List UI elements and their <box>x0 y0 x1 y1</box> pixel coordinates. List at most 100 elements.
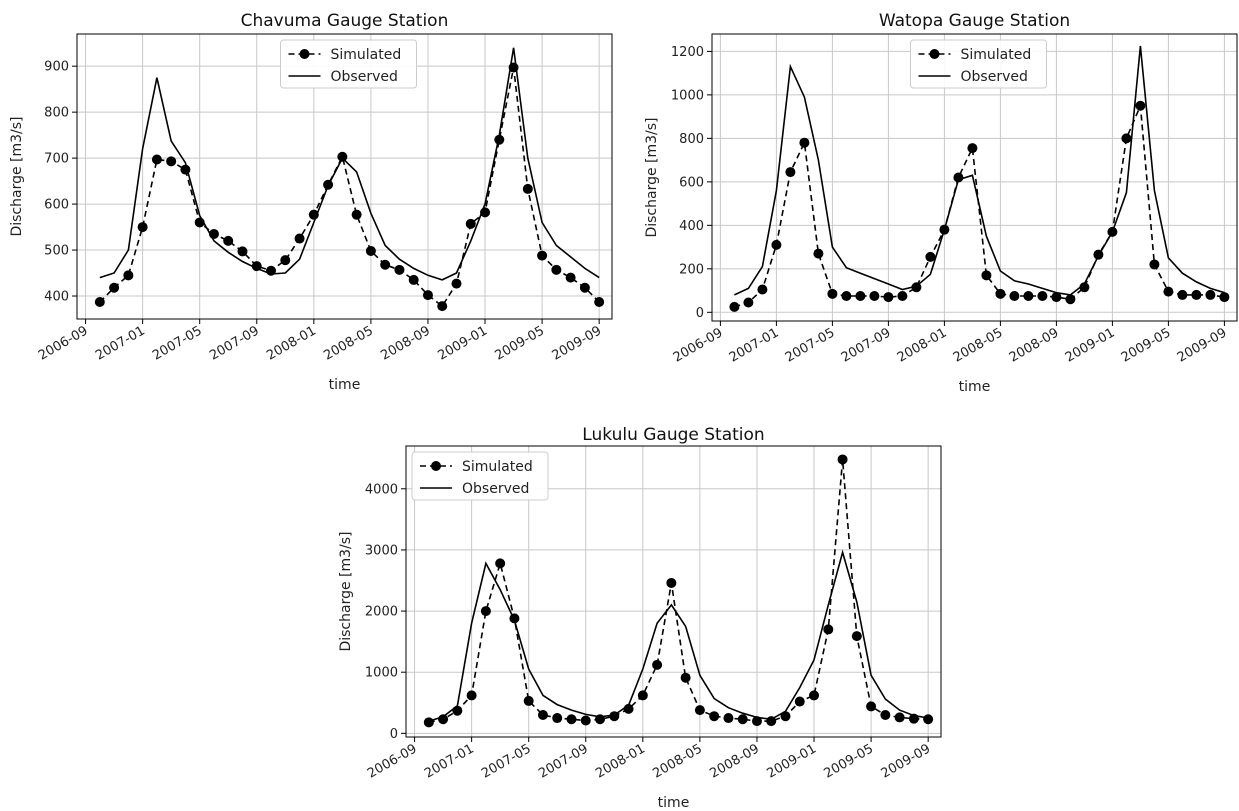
data-point-simulated <box>1065 294 1076 305</box>
data-point-simulated <box>743 297 754 308</box>
x-tick-label: 2006-09 <box>671 325 726 365</box>
data-point-simulated <box>771 239 782 250</box>
data-point-simulated <box>1079 282 1090 293</box>
legend: Simulated Observed <box>411 451 549 501</box>
data-point-simulated <box>953 172 964 183</box>
x-tick-label: 2006-09 <box>36 323 91 363</box>
data-point-simulated <box>883 292 894 303</box>
y-tick-label: 600 <box>44 198 69 213</box>
y-tick-label: 900 <box>44 60 69 75</box>
x-tick-label: 2009-09 <box>550 323 605 363</box>
plot-frame <box>76 33 613 320</box>
x-tick-label: 2007-05 <box>150 323 205 363</box>
data-point-simulated <box>780 711 791 722</box>
series-line-simulated <box>428 459 929 724</box>
data-point-simulated <box>757 284 768 295</box>
data-point-simulated <box>751 716 762 727</box>
data-point-simulated <box>523 695 534 706</box>
data-point-simulated <box>785 167 796 178</box>
x-tick-label: 2007-01 <box>727 325 782 365</box>
plot-frame <box>711 33 1238 322</box>
data-point-simulated <box>967 143 978 154</box>
x-tick-label: 2008-09 <box>707 741 762 781</box>
series-line-observed <box>734 45 1225 296</box>
x-tick-label: 2009-01 <box>435 323 490 363</box>
data-point-simulated <box>1205 289 1216 300</box>
y-tick-label: 600 <box>679 175 704 190</box>
chart-title: Lukulu Gauge Station <box>582 425 764 445</box>
data-point-simulated <box>809 690 820 701</box>
chart-panel-3: 2006-09 2007-01 2007-05 2007-09 2008-01 2008-… <box>338 425 942 811</box>
x-tick-label: 2007-09 <box>207 323 262 363</box>
legend-marker <box>431 461 441 471</box>
data-point-simulated <box>680 672 691 683</box>
y-tick-label: 500 <box>44 244 69 259</box>
data-point-simulated <box>423 717 434 728</box>
data-point-simulated <box>566 714 577 725</box>
data-point-simulated <box>709 711 720 722</box>
y-tick-label: 200 <box>679 262 704 277</box>
data-point-simulated <box>137 222 148 233</box>
x-tick-label: 2007-09 <box>839 325 894 365</box>
y-tick-label: 0 <box>390 727 398 742</box>
data-point-simulated <box>1163 286 1174 297</box>
y-tick-label: 800 <box>44 106 69 121</box>
data-point-simulated <box>1191 289 1202 300</box>
y-tick-label: 2000 <box>365 605 398 620</box>
data-point-simulated <box>813 248 824 259</box>
data-point-simulated <box>594 296 605 307</box>
x-tick-label: 2008-05 <box>321 323 376 363</box>
data-point-simulated <box>452 705 463 716</box>
legend-label: Simulated <box>462 459 533 475</box>
data-point-simulated <box>897 290 908 301</box>
data-point-simulated <box>1177 289 1188 300</box>
y-tick-label: 4000 <box>365 482 398 497</box>
x-tick-label: 2009-05 <box>493 323 548 363</box>
series-line-observed <box>428 549 929 722</box>
x-tick-label: 2009-05 <box>822 741 877 781</box>
data-point-simulated <box>827 288 838 299</box>
x-tick-label: 2008-05 <box>951 325 1006 365</box>
data-point-simulated <box>981 270 992 281</box>
data-point-simulated <box>851 631 862 642</box>
y-tick-label: 800 <box>679 132 704 147</box>
data-point-simulated <box>465 218 476 229</box>
data-point-simulated <box>552 713 563 724</box>
chart-title: Watopa Gauge Station <box>879 11 1070 31</box>
data-point-simulated <box>866 701 877 712</box>
data-point-simulated <box>466 690 477 701</box>
y-tick-label: 1000 <box>671 88 704 103</box>
legend: Simulated Observed <box>280 39 417 89</box>
data-point-simulated <box>1051 292 1062 303</box>
x-tick-label: 2008-01 <box>264 323 319 363</box>
data-point-simulated <box>729 301 740 312</box>
data-point-simulated <box>565 272 576 283</box>
x-tick-label: 2007-05 <box>783 325 838 365</box>
y-tick-label: 400 <box>44 290 69 305</box>
legend-marker <box>299 49 310 59</box>
data-point-simulated <box>579 282 590 293</box>
data-point-simulated <box>394 264 405 275</box>
x-tick-label: 2009-01 <box>764 741 819 781</box>
data-point-simulated <box>551 264 562 275</box>
data-point-simulated <box>109 282 120 293</box>
legend-marker <box>929 49 940 59</box>
data-point-simulated <box>637 690 648 701</box>
x-tick-label: 2008-09 <box>378 323 433 363</box>
data-point-simulated <box>1219 292 1230 303</box>
data-point-simulated <box>437 301 448 312</box>
x-axis-label: time <box>959 379 991 395</box>
data-point-simulated <box>694 705 705 716</box>
data-point-simulated <box>837 454 848 465</box>
data-point-simulated <box>494 134 505 145</box>
data-point-simulated <box>237 246 248 257</box>
data-point-simulated <box>666 577 677 588</box>
data-point-simulated <box>537 709 548 720</box>
x-axis-label: time <box>658 795 690 811</box>
data-point-simulated <box>151 154 162 165</box>
data-point-simulated <box>166 156 177 167</box>
data-point-simulated <box>422 290 433 301</box>
data-point-simulated <box>294 233 305 244</box>
data-point-simulated <box>823 624 834 635</box>
data-point-simulated <box>580 715 591 726</box>
